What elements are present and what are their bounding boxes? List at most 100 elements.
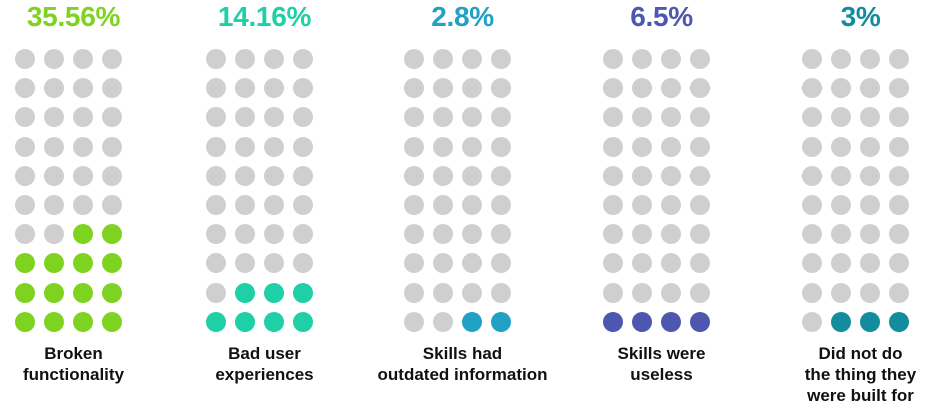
empty-dot <box>15 49 35 69</box>
category-label-line: outdated information <box>377 365 548 384</box>
empty-dot <box>433 136 453 157</box>
empty-dot <box>831 194 851 215</box>
empty-dot <box>860 78 880 99</box>
category-label-line: Bad user <box>228 344 301 363</box>
empty-dot <box>235 194 255 215</box>
empty-dot <box>690 78 710 99</box>
empty-dot <box>802 165 822 186</box>
empty-dot <box>632 78 652 99</box>
empty-dot <box>603 49 623 69</box>
empty-dot <box>603 78 623 99</box>
empty-dot <box>802 311 822 332</box>
empty-dot <box>73 107 93 128</box>
empty-dot <box>102 165 122 186</box>
empty-dot <box>491 224 511 245</box>
empty-dot <box>462 136 482 157</box>
filled-dot <box>73 311 93 332</box>
category-label-line: Did not do <box>818 344 903 363</box>
empty-dot <box>690 253 710 274</box>
empty-dot <box>404 49 424 69</box>
empty-dot <box>404 78 424 99</box>
filled-dot <box>661 311 681 332</box>
empty-dot <box>860 194 880 215</box>
empty-dot <box>44 136 64 157</box>
empty-dot <box>15 224 35 245</box>
empty-dot <box>235 107 255 128</box>
category-label: Skills had outdated information <box>378 343 548 385</box>
empty-dot <box>433 49 453 69</box>
percent-label: 6.5% <box>630 1 693 32</box>
empty-dot <box>831 78 851 99</box>
empty-dot <box>462 282 482 303</box>
empty-dot <box>433 311 453 332</box>
empty-dot <box>491 253 511 274</box>
empty-dot <box>889 165 909 186</box>
empty-dot <box>632 282 652 303</box>
empty-dot <box>632 253 652 274</box>
empty-dot <box>15 194 35 215</box>
filled-dot <box>603 311 623 332</box>
empty-dot <box>462 194 482 215</box>
empty-dot <box>802 78 822 99</box>
empty-dot <box>603 282 623 303</box>
empty-dot <box>491 282 511 303</box>
empty-dot <box>293 253 313 274</box>
empty-dot <box>889 136 909 157</box>
empty-dot <box>802 136 822 157</box>
empty-dot <box>860 165 880 186</box>
empty-dot <box>802 194 822 215</box>
percent-label: 35.56% <box>26 1 121 32</box>
empty-dot <box>433 253 453 274</box>
category-label-line: Skills were <box>617 344 706 363</box>
empty-dot <box>491 165 511 186</box>
filled-dot <box>15 253 35 274</box>
empty-dot <box>73 194 93 215</box>
filled-dot <box>15 311 35 332</box>
empty-dot <box>404 136 424 157</box>
empty-dot <box>632 224 652 245</box>
group-skills-useless: 6.5% Skills were useless <box>603 0 720 410</box>
empty-dot <box>264 194 284 215</box>
empty-dot <box>603 107 623 128</box>
empty-dot <box>860 224 880 245</box>
filled-dot <box>73 282 93 303</box>
empty-dot <box>690 49 710 69</box>
empty-dot <box>632 107 652 128</box>
empty-dot <box>102 78 122 99</box>
empty-dot <box>44 107 64 128</box>
empty-dot <box>889 282 909 303</box>
empty-dot <box>860 253 880 274</box>
empty-dot <box>206 49 226 69</box>
empty-dot <box>206 253 226 274</box>
empty-dot <box>404 165 424 186</box>
empty-dot <box>690 107 710 128</box>
empty-dot <box>831 136 851 157</box>
empty-dot <box>433 224 453 245</box>
empty-dot <box>491 136 511 157</box>
category-label: Did not do the thing they were built for <box>805 343 916 406</box>
empty-dot <box>433 107 453 128</box>
empty-dot <box>491 107 511 128</box>
group-did-not-do-thing: 3% Did not do the thing they were built … <box>802 0 919 410</box>
empty-dot <box>462 78 482 99</box>
empty-dot <box>632 49 652 69</box>
empty-dot <box>831 253 851 274</box>
percent-label: 3% <box>840 1 881 32</box>
empty-dot <box>15 165 35 186</box>
empty-dot <box>102 107 122 128</box>
empty-dot <box>802 107 822 128</box>
empty-dot <box>831 49 851 69</box>
filled-dot <box>690 311 710 332</box>
empty-dot <box>235 136 255 157</box>
empty-dot <box>690 194 710 215</box>
empty-dot <box>603 165 623 186</box>
empty-dot <box>433 78 453 99</box>
empty-dot <box>661 78 681 99</box>
filled-dot <box>831 311 851 332</box>
empty-dot <box>293 78 313 99</box>
empty-dot <box>632 194 652 215</box>
empty-dot <box>632 136 652 157</box>
empty-dot <box>15 136 35 157</box>
category-label-line: were built for <box>807 386 914 405</box>
category-label-line: the thing they <box>804 365 917 384</box>
